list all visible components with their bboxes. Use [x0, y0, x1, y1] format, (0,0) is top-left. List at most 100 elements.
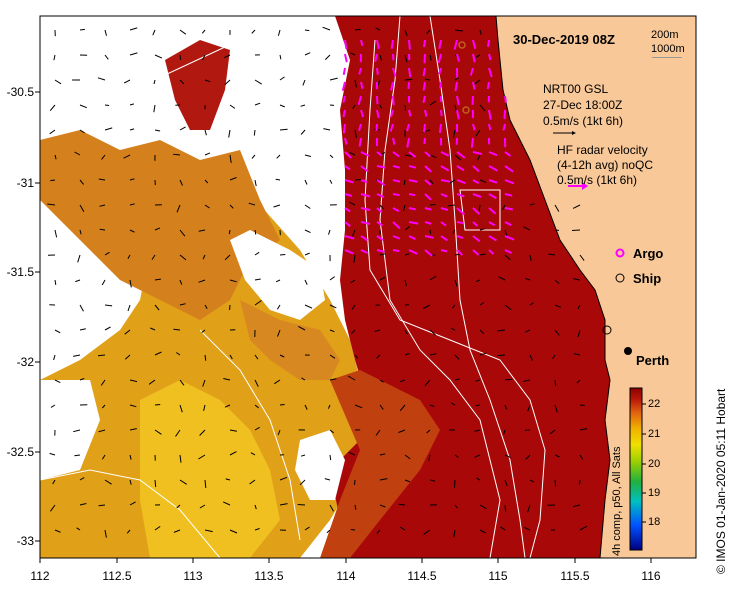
gsl-arrow [454, 479, 456, 488]
gsl-arrow [279, 54, 282, 60]
gsl-arrow [429, 329, 437, 336]
gsl-arrow [204, 129, 207, 136]
gsl-arrow [279, 128, 288, 131]
gsl-arrow [176, 504, 181, 509]
gsl-arrow [497, 329, 506, 332]
gsl-arrow [49, 504, 56, 512]
perth-dot [624, 347, 632, 355]
gsl-arrow [222, 501, 231, 506]
gsl-arrow [104, 29, 107, 36]
gsl-arrow [579, 454, 584, 460]
gsl-arrow [179, 479, 187, 485]
gsl-arrow [349, 52, 356, 56]
hf-arrow [376, 151, 383, 157]
gsl-arrow [129, 128, 135, 131]
gsl-arrow [403, 204, 406, 212]
hf-arrow [486, 81, 490, 90]
gsl-arrow [104, 479, 112, 485]
gsl-arrow [579, 404, 585, 406]
hf-arrow [344, 221, 351, 227]
gsl-arrow [454, 29, 463, 32]
gsl-arrow [228, 229, 231, 235]
gsl-arrow [554, 454, 560, 458]
gsl-arrow [424, 78, 431, 81]
gsl-arrow [229, 279, 237, 283]
gsl-arrow [376, 354, 381, 359]
gsl-arrow [404, 226, 411, 231]
gsl-arrow [404, 479, 411, 483]
colorbar-tick-label: 21 [648, 428, 661, 440]
hf-arrow [376, 165, 386, 169]
gsl-arrow [254, 229, 257, 235]
gsl-arrow [479, 179, 487, 183]
gsl-arrow [326, 529, 331, 534]
gsl-arrow [399, 379, 406, 383]
sst-orange-strip [240, 300, 340, 380]
gsl-arrow [124, 329, 131, 335]
hf-arrow [392, 179, 401, 183]
gsl-arrow [404, 104, 406, 111]
gsl-time: 27-Dec 18:00Z [543, 98, 623, 112]
gsl-arrow [454, 378, 460, 381]
ship-legend-label: Ship [633, 271, 662, 286]
gsl-arrow [329, 504, 334, 512]
gsl-arrow [354, 479, 356, 485]
gsl-arrow [153, 104, 156, 113]
gsl-arrow [99, 204, 106, 207]
gsl-arrow [429, 275, 437, 281]
hf-arrow [424, 221, 432, 225]
hf-arrow [360, 235, 369, 242]
hf-arrow [488, 123, 492, 131]
hf-arrow [471, 95, 474, 105]
hf-arrow [408, 151, 417, 158]
gsl-arrow [204, 479, 207, 488]
hf-arrow [360, 207, 371, 211]
gsl-arrow [79, 129, 85, 134]
gsl-arrow [424, 379, 431, 387]
gsl-arrow [276, 304, 281, 310]
hf-arrow [376, 249, 385, 253]
gsl-arrow [577, 329, 581, 338]
gsl-arrow [554, 204, 560, 212]
hf-arrow [392, 95, 395, 106]
x-tick-label: 112 [30, 569, 50, 583]
gsl-arrow [129, 229, 135, 233]
hf-arrow [456, 53, 460, 62]
gsl-arrow [154, 304, 160, 311]
gsl-arrow [129, 52, 138, 56]
x-tick-label: 115 [488, 569, 508, 583]
gsl-arrow [347, 375, 356, 381]
hf-arrow [376, 235, 384, 241]
hf-arrow [344, 193, 353, 197]
hf-arrow [488, 221, 496, 227]
gsl-arrow [479, 228, 486, 231]
gsl-arrow [426, 29, 431, 35]
gsl-arrow [279, 254, 286, 256]
gsl-arrow [404, 54, 408, 63]
gsl-arrow [454, 279, 458, 287]
gsl-arrow [298, 325, 306, 331]
gsl-arrow [428, 454, 431, 461]
hf-arrow [472, 81, 476, 90]
gsl-arrow [279, 404, 285, 406]
gsl-arrow [179, 54, 182, 60]
gsl-arrow [101, 454, 106, 460]
gsl-arrow [552, 354, 556, 360]
gsl-arrow [129, 501, 136, 506]
gsl-arrow [104, 104, 110, 106]
gsl-arrow [304, 179, 308, 185]
gsl-arrow [254, 426, 260, 431]
gsl-arrow [224, 254, 231, 261]
gsl-arrow [525, 329, 531, 333]
gsl-arrow [79, 28, 85, 31]
gsl-arrow [173, 529, 181, 533]
hf-arrow [424, 151, 431, 158]
gsl-arrow [152, 29, 156, 36]
hf-arrow [390, 81, 394, 91]
gsl-arrow [198, 279, 206, 283]
gsl-arrow [476, 477, 481, 481]
hf-arrow [472, 207, 481, 215]
x-tick-label: 116 [641, 569, 661, 583]
hf-arrow [456, 207, 465, 216]
hf-arrow [472, 235, 481, 243]
